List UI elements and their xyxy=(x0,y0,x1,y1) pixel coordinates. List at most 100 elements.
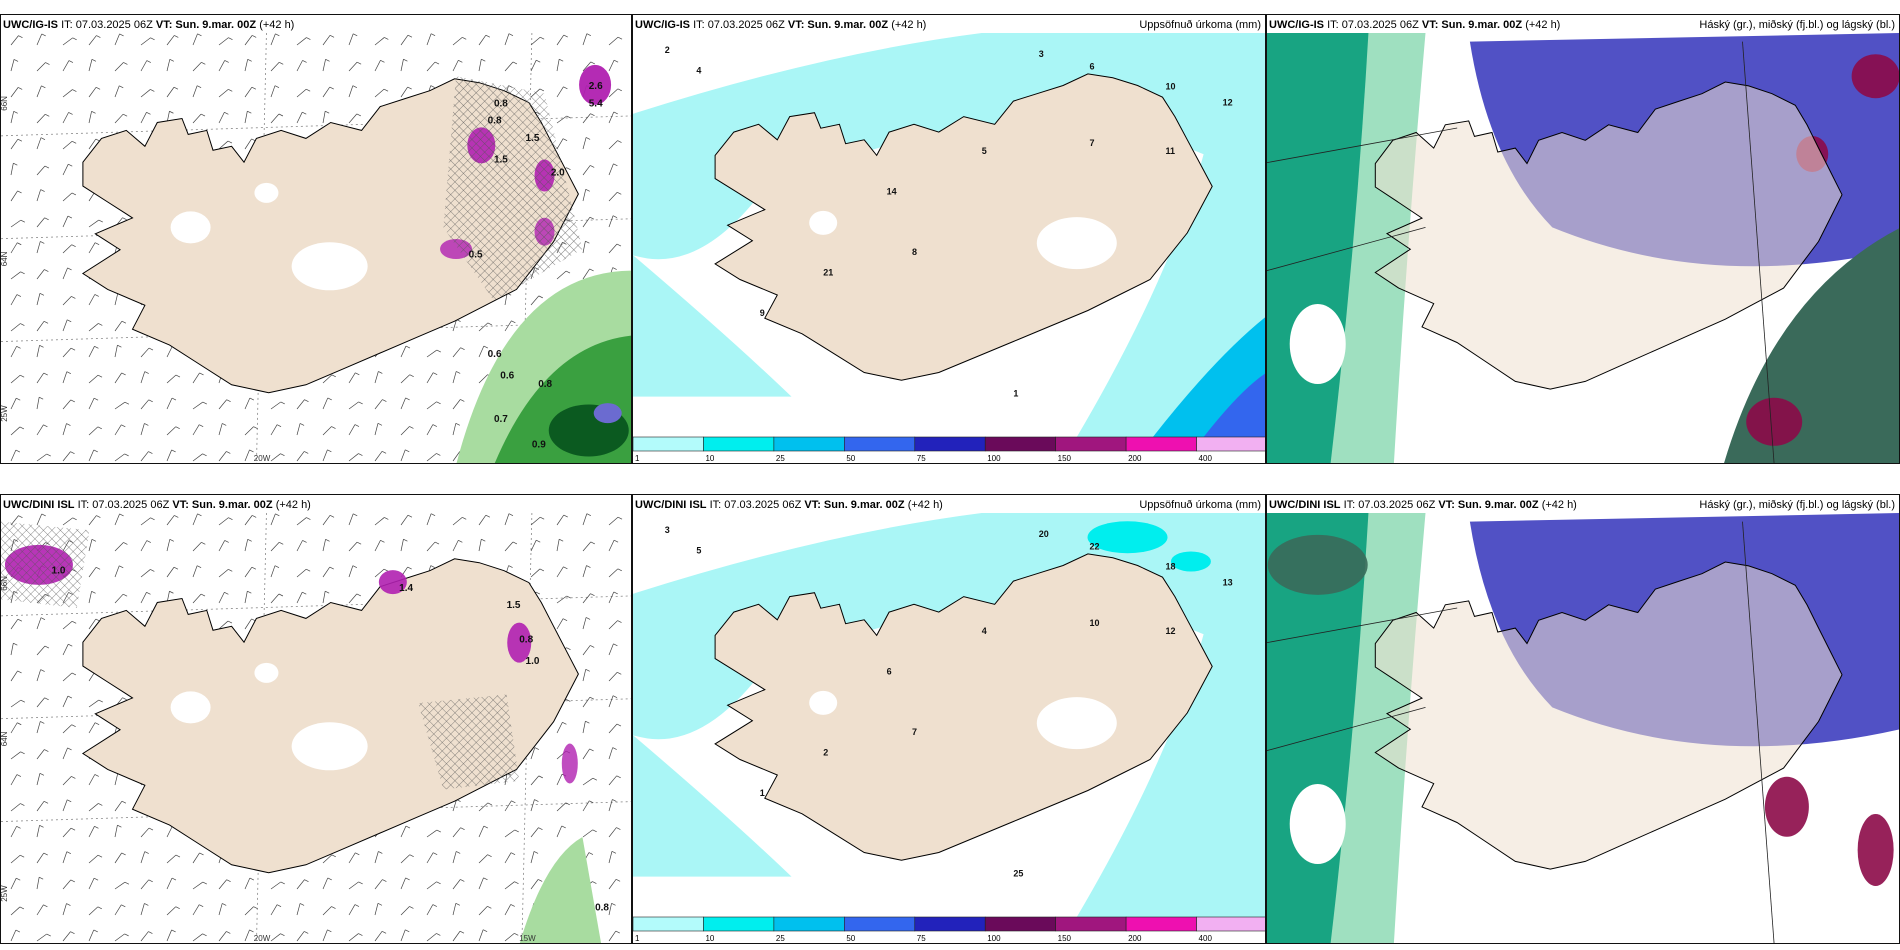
wind-barb xyxy=(62,192,73,202)
wind-barb xyxy=(62,644,69,656)
wind-barb xyxy=(608,243,618,254)
wind-barb xyxy=(582,268,590,280)
wind-barb-feather xyxy=(455,423,460,426)
value-label: 0.8 xyxy=(488,116,502,127)
wind-barb-feather xyxy=(226,931,231,934)
wind-barb-feather xyxy=(98,699,103,703)
wind-barb-feather xyxy=(612,267,617,270)
wind-barb-feather xyxy=(612,799,617,802)
wind-barb xyxy=(62,60,70,72)
value-label: 0.8 xyxy=(494,98,508,109)
wind-barb-feather xyxy=(70,931,75,934)
wind-barb xyxy=(556,773,563,786)
legend-swatch xyxy=(984,436,1056,452)
wind-barb xyxy=(296,517,307,526)
wind-barb-feather xyxy=(226,451,231,454)
legend-swatch xyxy=(914,916,986,932)
wind-barb-feather xyxy=(98,219,103,223)
wind-barb xyxy=(582,593,591,604)
wind-barb-feather xyxy=(612,215,618,219)
wind-barb-feather xyxy=(462,37,467,40)
wind-barb xyxy=(270,453,281,462)
glacier xyxy=(254,182,279,203)
wind-barb-feather xyxy=(460,827,465,831)
wind-barb-feather xyxy=(508,565,513,568)
wind-barb xyxy=(192,513,198,526)
wind-barb xyxy=(582,216,591,228)
wind-barb xyxy=(322,426,332,436)
wind-barb xyxy=(62,517,73,526)
wind-barb xyxy=(452,879,461,890)
wind-barb xyxy=(10,826,17,838)
wind-barb xyxy=(608,827,617,838)
wind-barb xyxy=(374,451,383,462)
wind-barb xyxy=(192,372,200,384)
legend-swatch xyxy=(1055,916,1127,932)
value-label: 2.0 xyxy=(551,168,565,179)
wind-barb-feather xyxy=(590,113,595,116)
wind-barb xyxy=(140,851,146,864)
wind-barb xyxy=(88,35,97,46)
wind-barb-feather xyxy=(590,165,595,168)
wind-barb xyxy=(36,165,46,176)
wind-barb xyxy=(36,904,44,916)
wind-barb-feather xyxy=(20,323,25,326)
wind-barb xyxy=(62,776,72,786)
wind-barb-feather xyxy=(97,906,102,910)
wind-barb xyxy=(10,906,21,916)
wind-barb xyxy=(62,371,68,384)
wind-barb xyxy=(88,929,95,942)
wind-barb-feather xyxy=(617,620,622,623)
wind-barb xyxy=(62,140,73,150)
wind-barb-feather xyxy=(123,62,128,65)
wind-barb-feather xyxy=(222,903,227,906)
wind-barb xyxy=(478,539,482,552)
wind-barb-feather xyxy=(405,345,411,349)
wind-barb-feather xyxy=(589,748,594,752)
wind-barb-feather xyxy=(458,539,463,543)
wind-barb xyxy=(530,747,536,760)
wind-barb-feather xyxy=(144,903,149,906)
legend-label: 1 xyxy=(635,454,640,463)
wind-barb xyxy=(504,933,515,942)
wind-barb-feather xyxy=(409,854,414,858)
wind-barb-feather xyxy=(510,904,515,907)
boundary-line xyxy=(1742,521,1775,943)
wind-barb xyxy=(10,722,18,734)
wind-barb-feather xyxy=(196,85,202,89)
wind-barb xyxy=(426,33,432,46)
wind-barb-feather xyxy=(562,138,568,141)
precip-value-label: 7 xyxy=(912,727,917,737)
wind-barb-feather xyxy=(589,216,595,220)
wind-barb-feather xyxy=(117,824,122,828)
wind-barb-feather xyxy=(173,566,179,570)
wind-barb xyxy=(88,323,99,332)
wind-barb-feather xyxy=(71,672,77,676)
wind-barb-feather xyxy=(43,320,49,324)
glacier xyxy=(1036,217,1117,270)
wind-barb xyxy=(530,60,537,72)
panel-subtitle: Háský (gr.), miðský (fj.bl.) og lágský (… xyxy=(1699,499,1895,511)
lat-label: 64N xyxy=(1,731,9,746)
wind-barb xyxy=(140,903,145,916)
wind-barb-feather xyxy=(585,137,591,140)
wind-barb xyxy=(348,33,354,46)
wind-barb-feather xyxy=(611,902,616,906)
wind-barb-feather xyxy=(481,58,486,62)
wind-barb xyxy=(270,904,278,916)
wind-barb-feather xyxy=(331,426,336,429)
wind-barb-feather xyxy=(43,372,48,376)
wind-barb xyxy=(504,800,512,812)
iceland-land xyxy=(1374,81,1843,390)
wind-barb xyxy=(530,295,540,306)
wind-barb xyxy=(426,401,437,410)
lon-label: 15W xyxy=(519,934,536,943)
panel-subtitle: Uppsöfnuð úrkoma (mm) xyxy=(1139,19,1261,31)
wind-barb-feather xyxy=(430,513,436,517)
wind-barb-feather xyxy=(175,426,180,430)
wind-barb-feather xyxy=(482,929,488,933)
precip-map: 3 5 20 22 18 13 10 12 25 6 2 4 1 7 xyxy=(633,513,1265,917)
wind-barb-feather xyxy=(20,271,25,275)
wind-barb xyxy=(608,695,614,708)
wind-barb-feather xyxy=(39,293,45,296)
